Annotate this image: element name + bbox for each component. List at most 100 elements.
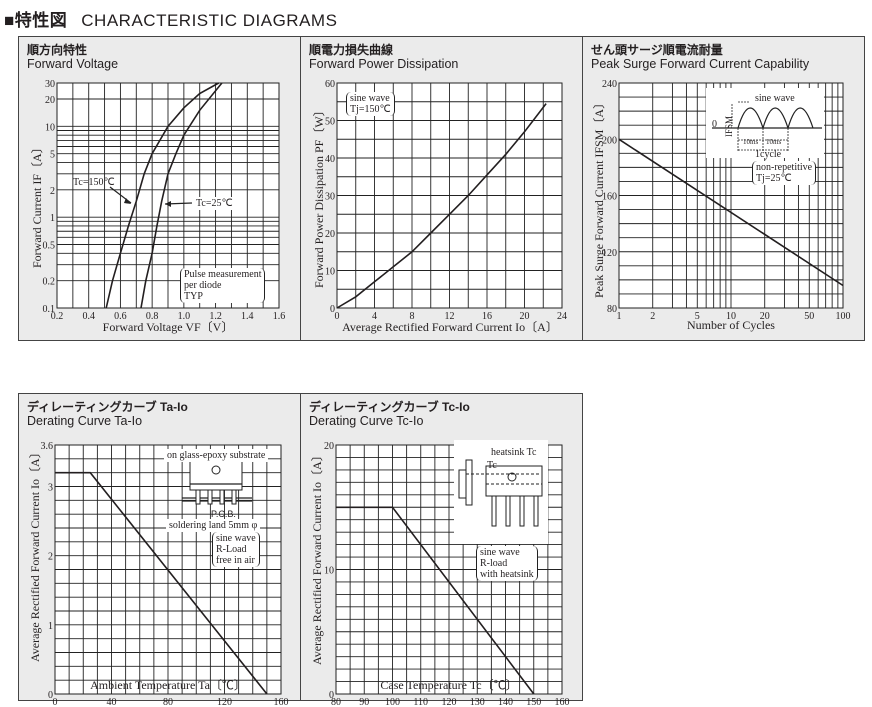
lead-icon — [231, 489, 237, 505]
sine-wave-icon — [712, 107, 822, 131]
y-tick-label: 1 — [48, 621, 53, 632]
x-tick-label: 24 — [557, 311, 567, 322]
x-tick-label: 12 — [445, 311, 455, 322]
x-tick-label: 150 — [526, 697, 541, 707]
package-side-icon — [458, 469, 467, 499]
x-tick-label: 100 — [836, 311, 851, 322]
inset-tc: Tc — [487, 460, 497, 471]
heatsink-icon — [465, 459, 473, 506]
x-tick-label: 120 — [217, 697, 232, 707]
x-tick-label: 0 — [53, 697, 58, 707]
lead-icon — [207, 489, 213, 505]
series-label-tc150: Tc=150℃ — [73, 177, 115, 188]
x-tick-label: 160 — [555, 697, 570, 707]
series-line — [336, 103, 547, 309]
series-line — [140, 82, 223, 309]
lead-icon — [533, 495, 539, 527]
inset-land: soldering land 5mm φ — [166, 519, 261, 532]
note-conditions: non-repetitive Tj=25℃ — [752, 161, 817, 185]
inset-ifsm: IFSM — [724, 115, 735, 138]
y-tick-label: 120 — [602, 248, 617, 259]
y-tick-label: 200 — [602, 135, 617, 146]
inset-substrate: on glass-epoxy substrate — [164, 449, 269, 462]
y-tick-label: 0 — [329, 690, 334, 701]
y-tick-label: 20 — [325, 229, 335, 240]
chart-title: せん頭サージ順電流耐量 Peak Surge Forward Current Ca… — [591, 43, 810, 71]
inset-heatsink: heatsink Tc — [491, 447, 537, 458]
page-header: ■特性図 CHARACTERISTIC DIAGRAMS — [4, 6, 337, 31]
inset-pcb: P.C.B. — [211, 509, 236, 519]
chart-title: 順電力損失曲線 Forward Power Dissipation — [309, 43, 459, 71]
x-tick-label: 40 — [107, 697, 117, 707]
x-tick-label: 0.2 — [51, 311, 64, 322]
lead-icon — [519, 495, 525, 527]
x-axis-label: Case Temperature Tc〔℃〕 — [380, 678, 518, 692]
y-tick-label: 10 — [45, 122, 55, 133]
x-tick-label: 10 — [726, 311, 736, 322]
x-tick-label: 5 — [695, 311, 700, 322]
y-tick-label: 160 — [602, 192, 617, 203]
x-tick-label: 0.8 — [146, 311, 159, 322]
x-tick-label: 80 — [331, 697, 341, 707]
note-conditions: sine wave R-Load free in air — [212, 532, 260, 567]
x-tick-label: 100 — [385, 697, 400, 707]
y-tick-label: 0.1 — [43, 304, 56, 315]
series-label-tc25: Tc=25℃ — [193, 197, 236, 210]
y-tick-label: 20 — [45, 95, 55, 106]
y-tick-label: 30 — [45, 79, 55, 90]
y-tick-label: 0.5 — [43, 241, 56, 252]
x-axis-label: Number of Cycles — [687, 318, 775, 332]
y-tick-label: 50 — [325, 117, 335, 128]
y-axis-label: Forward Current IF〔A〕 — [30, 141, 44, 268]
x-tick-label: 16 — [482, 311, 492, 322]
y-tick-label: 30 — [325, 192, 335, 203]
bridge-package-icon — [189, 459, 243, 491]
lead-icon — [219, 489, 225, 505]
dimension-lines — [731, 101, 789, 152]
x-tick-label: 130 — [470, 697, 485, 707]
x-tick-label: 1.0 — [178, 311, 191, 322]
inset-1cycle: 1cycle — [755, 149, 782, 160]
note-pulse: Pulse measurement per diode TYP — [180, 268, 266, 303]
pcb-icon — [182, 483, 252, 502]
y-tick-label: 0 — [330, 304, 335, 315]
x-tick-label: 110 — [413, 697, 428, 707]
y-tick-label: 10 — [324, 566, 334, 577]
x-tick-label: 0.6 — [114, 311, 127, 322]
arrow-icon — [124, 198, 131, 204]
y-tick-label: 5 — [50, 150, 55, 161]
dimension-lines — [466, 473, 542, 485]
y-tick-label: 240 — [602, 79, 617, 90]
y-axis-label: Forward Power Dissipation PF〔W〕 — [312, 104, 326, 288]
x-tick-label: 1 — [617, 311, 622, 322]
lead-icon — [491, 495, 497, 527]
y-tick-label: 20 — [324, 441, 334, 452]
arrow-icon — [165, 201, 171, 207]
x-tick-label: 90 — [359, 697, 369, 707]
x-tick-label: 8 — [410, 311, 415, 322]
y-tick-label: 60 — [325, 79, 335, 90]
x-tick-label: 0 — [335, 311, 340, 322]
y-tick-label: 2 — [48, 552, 53, 563]
y-tick-label: 0.2 — [43, 277, 56, 288]
chart-title: ディレーティングカーブ Tc-Io Derating Curve Tc-Io — [309, 400, 470, 428]
inset-title: sine wave — [755, 93, 795, 104]
inset-10ms: 10ms — [743, 138, 759, 146]
x-tick-label: 80 — [163, 697, 173, 707]
mount-hole-icon — [211, 465, 221, 475]
y-tick-label: 2 — [50, 186, 55, 197]
y-tick-label: 80 — [607, 304, 617, 315]
x-tick-label: 20 — [760, 311, 770, 322]
x-tick-label: 1.4 — [241, 311, 254, 322]
inset-10ms: 10ms — [766, 138, 782, 146]
lead-icon — [195, 489, 201, 505]
note-conditions: sine wave Tj=150℃ — [346, 92, 395, 116]
x-axis-label: Average Rectified Forward Current Io〔A〕 — [342, 320, 558, 334]
x-tick-label: 2 — [650, 311, 655, 322]
y-axis-label: Average Rectified Forward Current Io〔A〕 — [28, 446, 42, 662]
header-jp: ■特性図 — [4, 11, 68, 30]
note-conditions: sine wave R-load with heatsink — [476, 546, 538, 581]
x-tick-label: 1.6 — [273, 311, 286, 322]
x-tick-label: 140 — [498, 697, 513, 707]
